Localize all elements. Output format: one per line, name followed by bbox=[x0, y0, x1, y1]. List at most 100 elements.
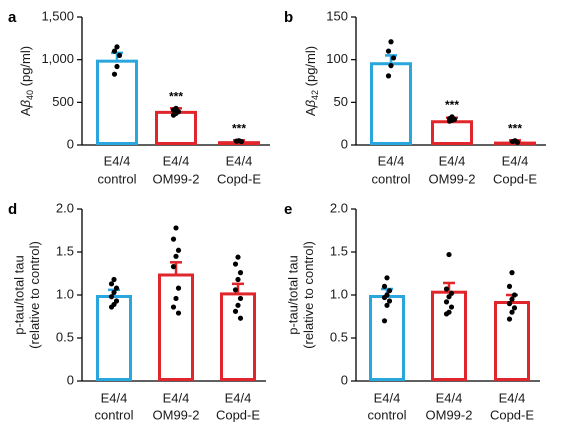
y-tick-label: 1.0 bbox=[56, 286, 74, 301]
data-point bbox=[111, 289, 117, 296]
y-axis-label: p-tau/total tau(relative to control) bbox=[285, 241, 316, 349]
y-axis-label-line: p-tau/total tau bbox=[285, 255, 300, 335]
y-tick-label: 1.0 bbox=[330, 286, 348, 301]
data-point bbox=[111, 276, 117, 283]
panel-label: a bbox=[8, 9, 17, 26]
y-tick-label: 1.5 bbox=[330, 243, 348, 258]
x-tick-label: E4/4 bbox=[499, 390, 526, 405]
x-tick-label: E4/4 bbox=[374, 390, 401, 405]
y-axis-label-prefix: A bbox=[18, 107, 33, 116]
bar-d-1 bbox=[158, 273, 194, 381]
y-axis-label-subscript: 40 bbox=[25, 90, 35, 100]
data-point bbox=[386, 298, 393, 304]
data-point bbox=[108, 294, 115, 300]
bar-d-2 bbox=[220, 292, 256, 382]
data-point bbox=[448, 304, 455, 310]
data-point bbox=[114, 44, 120, 50]
panel-a: a 0 500 1,000 1,500 Aβ40 (pg/ml) E4/4 control **… bbox=[8, 8, 270, 186]
data-point bbox=[108, 281, 115, 287]
data-point bbox=[446, 118, 453, 124]
data-point bbox=[443, 299, 450, 305]
data-point bbox=[388, 39, 394, 45]
x-tick-label: control bbox=[371, 171, 410, 186]
data-point bbox=[173, 295, 179, 302]
data-point bbox=[173, 225, 179, 231]
significance-label: *** bbox=[232, 121, 246, 135]
data-point bbox=[385, 48, 392, 54]
x-tick-label: E4/4 bbox=[378, 153, 405, 168]
data-point bbox=[384, 275, 390, 281]
y-axis-label: p-tau/total tau(relative to control) bbox=[11, 241, 42, 349]
y-tick-label: 0 bbox=[341, 136, 348, 151]
data-point bbox=[235, 302, 241, 308]
data-point bbox=[390, 55, 397, 61]
data-point bbox=[114, 63, 120, 70]
y-axis-label-greek: β bbox=[18, 99, 33, 108]
y-axis-label: Aβ42 (pg/ml) bbox=[303, 46, 320, 116]
data-point bbox=[111, 48, 118, 54]
y-tick-label: 1,000 bbox=[41, 51, 74, 66]
y-axis-label-line: (relative to control) bbox=[301, 241, 316, 349]
data-point bbox=[384, 302, 390, 308]
data-point bbox=[170, 112, 177, 118]
data-point bbox=[232, 287, 239, 293]
x-tick-label: E4/4 bbox=[439, 153, 466, 168]
y-tick-label: 150 bbox=[326, 8, 348, 23]
data-point bbox=[113, 285, 120, 291]
y-axis-label: Aβ40 (pg/ml) bbox=[18, 46, 35, 116]
bar-a-0 bbox=[96, 59, 138, 146]
y-tick-label: 100 bbox=[326, 51, 348, 66]
panel-label: e bbox=[284, 201, 292, 218]
data-point bbox=[175, 310, 182, 316]
x-tick-label: E4/4 bbox=[163, 390, 190, 405]
data-point bbox=[232, 261, 239, 267]
data-point bbox=[116, 52, 123, 59]
data-point bbox=[509, 138, 516, 145]
y-tick-label: 1.5 bbox=[56, 243, 74, 258]
y-tick-label: 50 bbox=[334, 94, 348, 109]
y-axis-label-unit: (pg/ml) bbox=[303, 46, 318, 90]
data-point bbox=[386, 288, 393, 294]
bar-e-2 bbox=[494, 301, 530, 381]
panel-b: b 0 50 100 150 Aβ42 (pg/ml) E4/4 control *** E4/4… bbox=[284, 8, 546, 186]
y-axis-label-line: (relative to control) bbox=[27, 241, 42, 349]
y-tick-label: 0.5 bbox=[330, 329, 348, 344]
y-tick-label: 2.0 bbox=[56, 200, 74, 215]
data-point bbox=[514, 139, 521, 146]
data-point bbox=[232, 308, 239, 314]
x-tick-label: Copd-E bbox=[490, 407, 534, 422]
data-point bbox=[238, 138, 245, 145]
x-tick-label: Copd-E bbox=[217, 171, 261, 186]
y-tick-label: 0 bbox=[67, 136, 74, 151]
data-point bbox=[235, 276, 241, 283]
data-point bbox=[170, 304, 177, 310]
data-point bbox=[175, 247, 182, 253]
data-point bbox=[237, 295, 244, 302]
significance-label: *** bbox=[508, 121, 522, 135]
y-axis-label-subscript: 42 bbox=[310, 90, 320, 100]
data-point bbox=[381, 283, 388, 289]
data-point bbox=[509, 309, 515, 315]
x-tick-label: control bbox=[94, 407, 133, 422]
data-point bbox=[506, 301, 513, 307]
data-point bbox=[170, 236, 177, 242]
x-tick-label: OM99-2 bbox=[153, 407, 200, 422]
data-point bbox=[381, 294, 388, 301]
data-point bbox=[170, 264, 177, 270]
data-point bbox=[385, 73, 392, 79]
bar-d-0 bbox=[96, 295, 132, 381]
bar-a-1 bbox=[155, 110, 197, 146]
x-tick-label: E4/4 bbox=[104, 153, 131, 168]
x-tick-label: E4/4 bbox=[163, 153, 190, 168]
data-point bbox=[443, 286, 450, 292]
data-point bbox=[446, 294, 452, 300]
data-point bbox=[506, 316, 513, 322]
x-tick-label: E4/4 bbox=[436, 390, 463, 405]
x-tick-label: OM99-2 bbox=[429, 171, 476, 186]
data-point bbox=[511, 292, 518, 298]
x-tick-label: control bbox=[367, 407, 406, 422]
y-axis-label-line: p-tau/total tau bbox=[11, 255, 26, 335]
data-point bbox=[511, 305, 518, 311]
bar-b-0 bbox=[370, 62, 412, 145]
data-point bbox=[237, 270, 244, 276]
